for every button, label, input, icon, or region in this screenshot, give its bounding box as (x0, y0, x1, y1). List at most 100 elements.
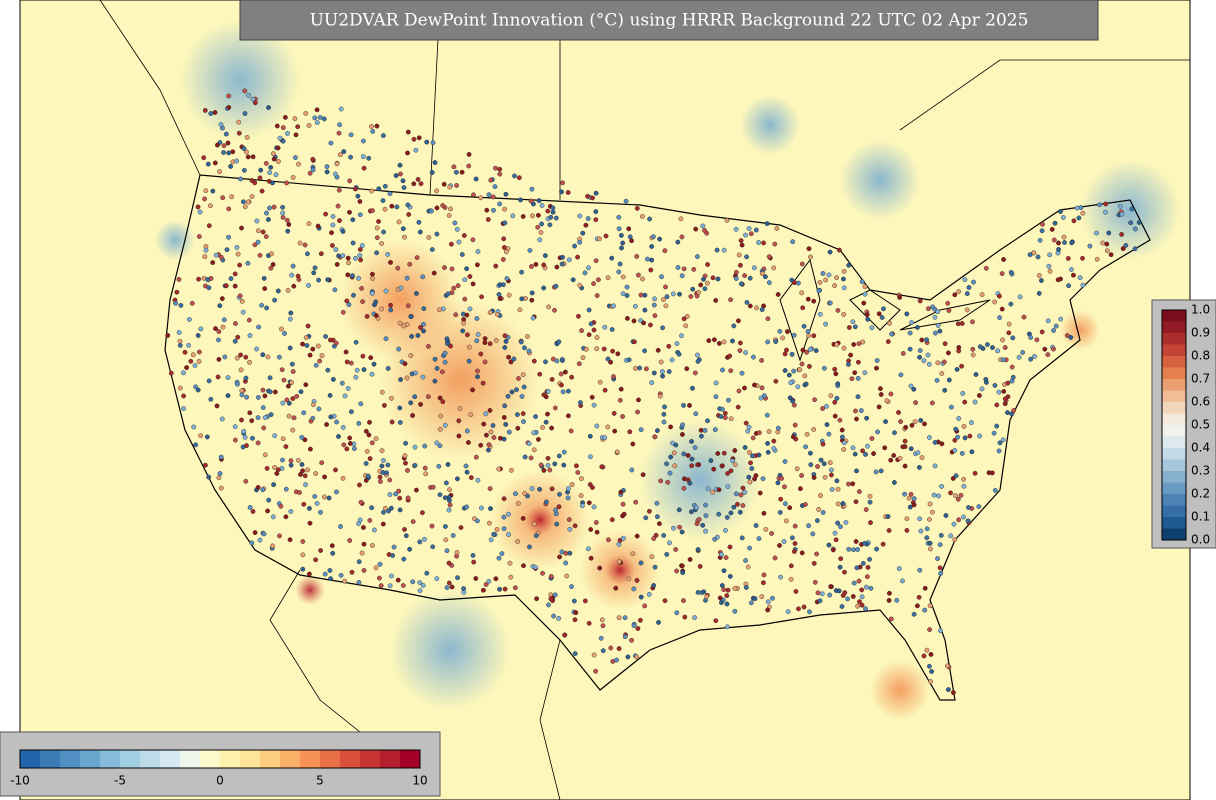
station-dot (922, 585, 928, 591)
station-dot (798, 486, 803, 492)
station-dot (363, 461, 369, 466)
colorbar-cell (140, 750, 160, 768)
colorbar-cell (1162, 344, 1186, 356)
station-dot (374, 225, 380, 231)
station-dot (746, 424, 752, 430)
station-dot (306, 571, 312, 577)
station-dot (735, 501, 740, 507)
shade-blob (870, 660, 930, 720)
station-dot (744, 299, 750, 305)
station-dot (466, 151, 472, 157)
station-dot (232, 424, 238, 430)
station-dot (513, 491, 518, 497)
station-dot (377, 561, 383, 567)
station-dot (898, 419, 903, 424)
station-dot (851, 547, 856, 553)
station-dot (465, 440, 471, 445)
station-dot (232, 437, 238, 443)
station-dot (503, 249, 509, 255)
station-dot (281, 377, 287, 383)
station-dot (451, 164, 457, 170)
station-dot (791, 549, 797, 554)
station-dot (835, 520, 840, 526)
station-dot (749, 466, 755, 471)
station-dot (1000, 437, 1006, 443)
station-dot (260, 352, 266, 358)
station-dot (601, 346, 607, 352)
station-dot (559, 549, 565, 555)
station-dot (829, 487, 835, 492)
station-dot (594, 293, 600, 298)
station-dot (568, 428, 574, 434)
station-dot (353, 339, 359, 345)
station-dot (960, 390, 966, 396)
station-dot (721, 568, 727, 574)
station-dot (195, 333, 201, 338)
station-dot (315, 343, 321, 349)
station-dot (240, 309, 246, 315)
station-dot (462, 296, 468, 302)
station-dot (1020, 349, 1026, 355)
station-dot (1056, 246, 1062, 252)
station-dot (192, 363, 198, 368)
station-dot (488, 429, 494, 435)
station-dot (1027, 252, 1033, 258)
station-dot (919, 455, 925, 460)
station-dot (422, 465, 428, 471)
station-dot (521, 419, 526, 424)
station-dot (712, 536, 718, 542)
station-dot (674, 610, 680, 616)
station-dot (330, 376, 336, 382)
station-dot (556, 339, 562, 345)
station-dot (705, 486, 711, 491)
station-dot (506, 429, 512, 435)
station-dot (516, 376, 521, 381)
station-dot (322, 571, 328, 577)
station-dot (522, 490, 527, 496)
station-dot (266, 497, 272, 503)
station-dot (326, 495, 332, 501)
station-dot (241, 167, 247, 173)
station-dot (699, 433, 704, 439)
station-dot (829, 472, 834, 478)
station-dot (282, 115, 288, 120)
station-dot (344, 446, 350, 452)
station-dot (638, 594, 644, 600)
station-dot (583, 222, 589, 228)
station-dot (792, 422, 798, 428)
station-dot (376, 575, 382, 581)
station-dot (262, 393, 268, 399)
station-dot (1039, 329, 1045, 335)
station-dot (621, 511, 627, 517)
station-dot (990, 345, 995, 350)
station-dot (834, 275, 839, 280)
station-dot (715, 451, 721, 456)
station-dot (355, 193, 361, 199)
station-dot (687, 480, 693, 486)
station-dot (333, 340, 339, 346)
station-dot (705, 280, 710, 286)
station-dot (932, 439, 938, 445)
station-dot (418, 401, 423, 407)
station-dot (714, 247, 720, 253)
station-dot (504, 276, 510, 281)
station-dot (761, 240, 766, 246)
station-dot (1076, 215, 1082, 221)
station-dot (635, 409, 640, 415)
station-dot (436, 463, 442, 469)
station-dot (361, 541, 367, 547)
station-dot (864, 415, 869, 421)
station-dot (531, 430, 537, 436)
station-dot (479, 294, 484, 300)
station-dot (665, 479, 671, 485)
station-dot (588, 555, 594, 561)
station-dot (953, 473, 959, 479)
station-dot (754, 305, 759, 311)
station-dot (220, 125, 225, 131)
station-dot (196, 358, 202, 364)
station-dot (437, 492, 443, 498)
station-dot (553, 215, 559, 221)
station-dot (863, 451, 868, 457)
station-dot (446, 507, 452, 513)
station-dot (389, 203, 395, 209)
